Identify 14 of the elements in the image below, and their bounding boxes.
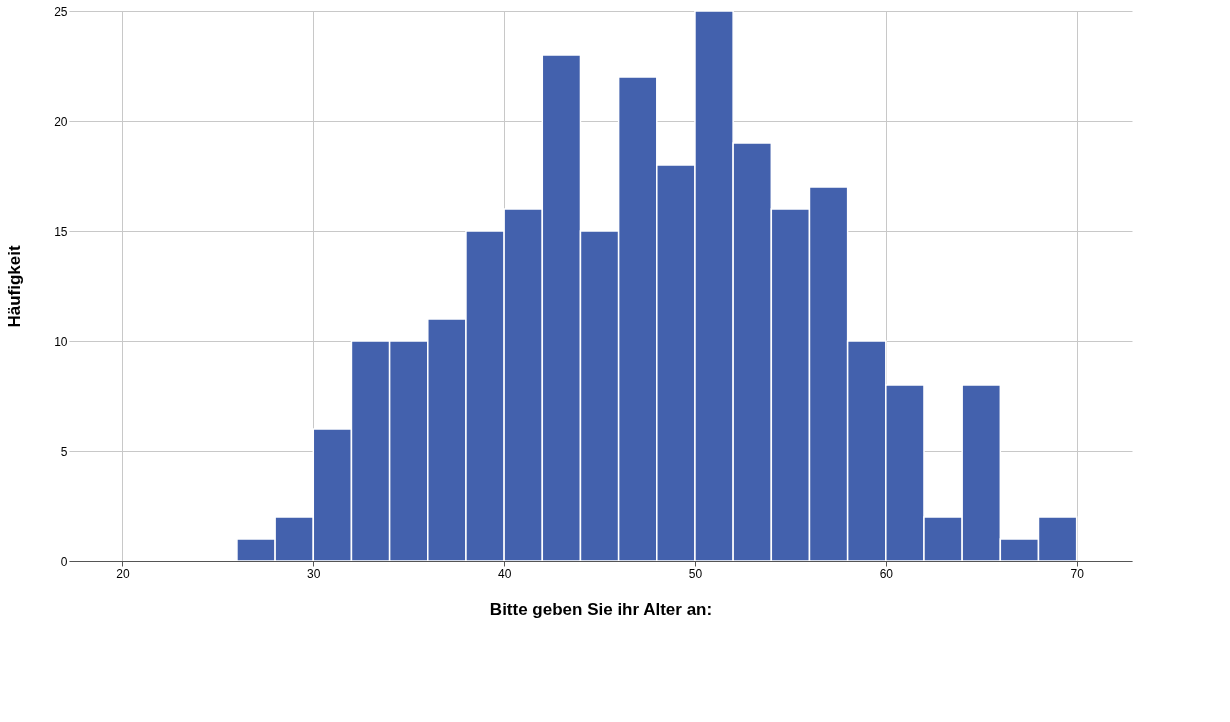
y-tick-label: 5 bbox=[60, 444, 68, 459]
x-tick-label: 40 bbox=[497, 566, 512, 581]
y-tick-label: 25 bbox=[54, 4, 68, 19]
y-tick-label: 20 bbox=[54, 114, 68, 129]
y-tick-label: 10 bbox=[54, 334, 68, 349]
x-tick-label: 60 bbox=[879, 566, 894, 581]
x-tick-label: 70 bbox=[1070, 566, 1085, 581]
y-tick-label: 15 bbox=[54, 224, 68, 239]
y-axis-title: Häufigkeit bbox=[5, 245, 25, 328]
y-tick-label: 0 bbox=[60, 554, 68, 569]
x-tick-label: 20 bbox=[116, 566, 130, 581]
x-axis-title: Bitte geben Sie ihr Alter an: bbox=[489, 599, 713, 619]
x-tick-label: 50 bbox=[688, 566, 703, 581]
x-tick-label: 30 bbox=[307, 566, 321, 581]
